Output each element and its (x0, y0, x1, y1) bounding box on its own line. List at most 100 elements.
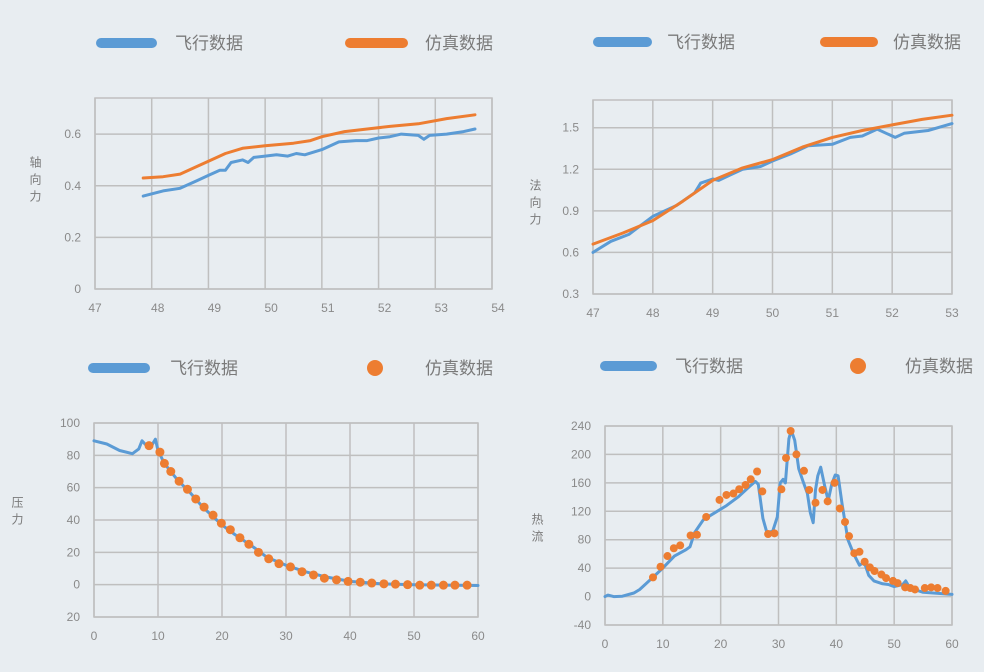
legend-item-simulation[interactable]: 仿真数据 (367, 359, 493, 379)
x-tick-label: 20 (215, 629, 229, 643)
y-tick-label: 80 (578, 533, 592, 547)
legend-item-flight[interactable]: 飞行数据 (88, 359, 238, 379)
data-point (182, 484, 192, 494)
y-tick-label: 100 (60, 416, 80, 430)
data-point (285, 562, 295, 572)
y-tick-label: 40 (578, 561, 592, 575)
y-tick-label: 1.5 (562, 121, 579, 135)
y-axis-label-axial-force: 轴向力 (28, 156, 42, 207)
x-tick-label: 60 (945, 637, 959, 651)
x-tick-label: 50 (264, 301, 278, 315)
data-point (777, 485, 786, 494)
x-tick-label: 0 (91, 629, 98, 643)
data-point (216, 518, 226, 528)
data-point (225, 525, 235, 535)
x-tick-label: 10 (656, 637, 670, 651)
y-axis-label-normal-force: 法向力 (528, 179, 542, 230)
data-point (676, 541, 685, 550)
x-tick-label: 30 (772, 637, 786, 651)
y-tick-label: 0.6 (64, 127, 81, 141)
data-point (758, 487, 767, 496)
legend-label: 仿真数据 (425, 359, 493, 379)
data-point (927, 583, 936, 592)
x-tick-label: 52 (885, 306, 899, 320)
chart-panel-3: 0 10 20 30 40 50 60 20 0 20 40 60 80 100 飞行数据 仿真数据 (60, 359, 493, 643)
y-tick-label: 20 (67, 610, 81, 624)
data-point (830, 478, 839, 487)
data-point (191, 494, 201, 504)
data-point (656, 562, 665, 571)
data-point (753, 467, 762, 476)
x-tick-label: 47 (586, 306, 600, 320)
data-point (811, 498, 820, 507)
data-point (367, 578, 377, 588)
x-tick-label: 53 (945, 306, 959, 320)
x-tick-label: 50 (887, 637, 901, 651)
y-tick-label: 20 (67, 545, 81, 559)
series-simulation (591, 113, 954, 246)
x-tick-label: 20 (714, 637, 728, 651)
data-point (208, 510, 218, 520)
y-tick-label: 80 (67, 448, 81, 462)
legend-marker-swatch (367, 360, 383, 376)
y-tick-label: 0.6 (562, 245, 579, 259)
legend-label: 飞行数据 (675, 357, 743, 377)
series-line (603, 428, 954, 599)
x-tick-label: 50 (766, 306, 780, 320)
legend-label: 飞行数据 (170, 359, 238, 379)
data-point (860, 557, 869, 566)
y-axis-label-pressure: 压力 (10, 496, 24, 530)
data-point (450, 580, 460, 590)
x-tick-label: 48 (151, 301, 165, 315)
data-point (319, 573, 329, 583)
legend-label: 仿真数据 (425, 34, 493, 54)
series-line (141, 127, 477, 198)
data-point (933, 584, 942, 593)
data-point (715, 495, 724, 504)
y-tick-label: 0 (74, 282, 81, 296)
x-tick-label: 54 (491, 301, 505, 315)
legend-item-simulation[interactable]: 仿真数据 (820, 33, 961, 53)
data-point (792, 450, 801, 459)
data-point (166, 467, 176, 476)
data-point (462, 580, 472, 590)
x-tick-label: 50 (407, 629, 421, 643)
data-point (764, 530, 773, 539)
data-point (770, 529, 779, 538)
legend-item-flight[interactable]: 飞行数据 (593, 33, 735, 53)
x-tick-label: 49 (706, 306, 720, 320)
legend-item-flight[interactable]: 飞行数据 (96, 34, 243, 54)
y-tick-label: 160 (571, 476, 591, 490)
y-axis-label-heat-flux: 热流 (530, 513, 544, 547)
x-tick-label: 53 (435, 301, 449, 315)
data-point (199, 502, 209, 512)
data-point (379, 579, 389, 589)
series-simulation (144, 441, 472, 590)
y-tick-label: 240 (571, 419, 591, 433)
y-tick-label: 0.9 (562, 204, 579, 218)
x-tick-label: 40 (343, 629, 357, 643)
data-point (274, 559, 284, 569)
data-point (686, 531, 695, 540)
legend-item-flight[interactable]: 飞行数据 (600, 357, 743, 377)
legend-item-simulation[interactable]: 仿真数据 (850, 357, 973, 377)
data-point (893, 579, 902, 588)
legend-item-simulation[interactable]: 仿真数据 (345, 34, 493, 54)
y-tick-label: 120 (571, 504, 591, 518)
data-point (835, 504, 844, 513)
data-point (144, 441, 154, 451)
data-point (649, 573, 658, 582)
x-tick-label: 47 (88, 301, 102, 315)
data-point (818, 485, 827, 494)
data-point (941, 586, 950, 595)
y-tick-label: 200 (571, 447, 591, 461)
x-tick-label: 10 (151, 629, 165, 643)
x-tick-label: 48 (646, 306, 660, 320)
data-point (823, 497, 832, 506)
x-tick-label: 49 (208, 301, 222, 315)
data-point (729, 489, 738, 498)
chart-panel-4: 0 10 20 30 40 50 60 -40 0 40 80 120 160 200 240 飞行数据 仿真数… (571, 357, 973, 651)
series-line (141, 113, 477, 180)
legend-marker-swatch (850, 358, 866, 374)
data-point (845, 532, 854, 541)
